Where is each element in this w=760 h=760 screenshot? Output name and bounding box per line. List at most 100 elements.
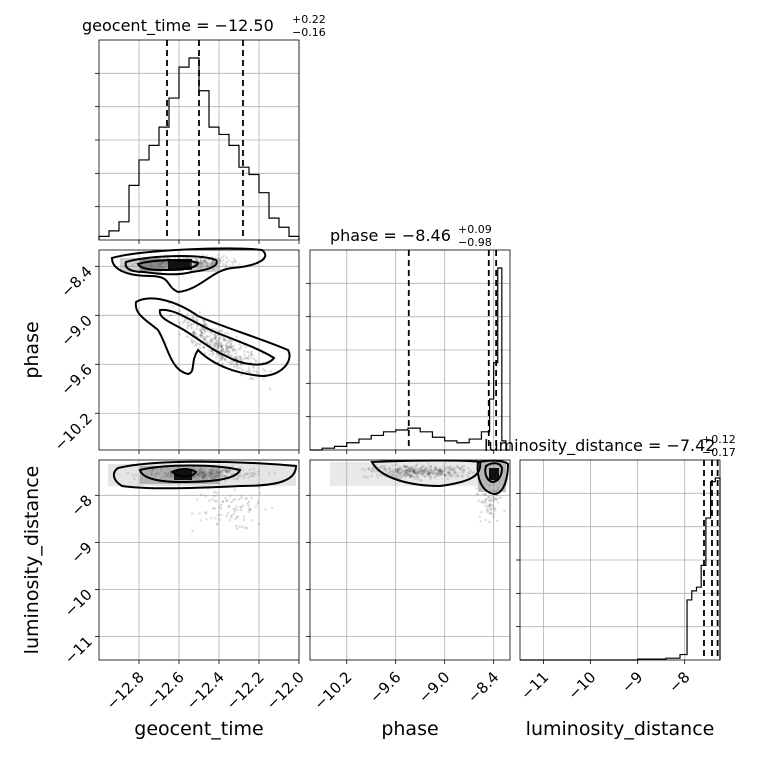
- sample-point: [412, 468, 415, 472]
- sample-point: [232, 257, 236, 261]
- sample-point: [235, 364, 239, 367]
- sample-point: [245, 472, 249, 476]
- sample-point: [190, 256, 194, 260]
- sample-point: [210, 349, 214, 353]
- sample-point: [222, 336, 225, 340]
- sample-point: [212, 342, 216, 345]
- sample-point: [209, 330, 212, 334]
- sample-point: [169, 476, 173, 480]
- sample-point: [450, 473, 454, 476]
- sample-point: [208, 353, 211, 356]
- sample-point: [409, 475, 412, 479]
- sample-point: [406, 468, 409, 472]
- sample-point: [431, 472, 435, 476]
- title-minus: −0.98: [458, 236, 492, 249]
- sample-point: [219, 261, 222, 265]
- sample-point: [470, 471, 474, 474]
- sample-point: [487, 496, 490, 499]
- sample-point: [183, 319, 187, 323]
- sample-point: [189, 324, 193, 328]
- sample-point: [213, 472, 217, 476]
- sample-point: [214, 335, 217, 339]
- sample-point: [200, 264, 203, 268]
- sample-point: [210, 343, 214, 347]
- sample-point: [480, 510, 483, 514]
- sample-point: [230, 516, 233, 519]
- sample-point: [224, 264, 228, 267]
- sample-point: [214, 333, 218, 337]
- sample-point: [195, 473, 199, 477]
- sample-point: [186, 321, 189, 324]
- sample-point: [220, 355, 224, 359]
- sample-point: [150, 471, 154, 474]
- sample-point: [220, 470, 223, 473]
- sample-point: [447, 469, 450, 472]
- sample-point: [431, 470, 435, 473]
- sample-point: [419, 473, 423, 476]
- sample-point: [214, 328, 218, 331]
- sample-point: [249, 377, 252, 381]
- sample-point: [209, 339, 212, 343]
- x-tick-label: −8.4: [464, 668, 502, 706]
- sample-point: [484, 518, 488, 522]
- sample-point: [407, 467, 411, 470]
- sample-point: [245, 356, 248, 360]
- x-tick-label: −9.6: [366, 668, 404, 706]
- density-block: [190, 262, 220, 272]
- sample-point: [418, 469, 422, 472]
- sample-point: [491, 504, 495, 507]
- sample-point: [213, 475, 216, 478]
- sample-point: [439, 467, 442, 471]
- x-tick-label: −12.0: [263, 668, 308, 713]
- sample-point: [198, 328, 201, 331]
- sample-point: [222, 474, 225, 478]
- sample-point: [147, 470, 150, 473]
- sample-point: [420, 470, 424, 473]
- sample-point: [203, 475, 207, 479]
- sample-point: [423, 471, 426, 474]
- y-tick-label: −9.0: [57, 311, 95, 349]
- contour-inner-top: [124, 255, 218, 276]
- sample-point: [185, 335, 188, 338]
- sample-point: [404, 465, 408, 469]
- sample-point: [159, 468, 163, 472]
- sample-point: [440, 469, 444, 473]
- sample-point: [395, 468, 399, 471]
- sample-point: [392, 473, 395, 477]
- sample-point: [235, 477, 239, 481]
- sample-point: [433, 466, 437, 469]
- sample-point: [199, 471, 202, 475]
- sample-point: [399, 472, 403, 475]
- sample-point: [399, 471, 402, 475]
- sample-point: [168, 473, 172, 476]
- sample-point: [201, 471, 205, 475]
- sample-point: [192, 477, 195, 481]
- sample-point: [203, 352, 207, 355]
- sample-point: [439, 469, 442, 472]
- sample-point: [169, 468, 173, 472]
- sample-point: [169, 474, 173, 478]
- sample-point: [436, 469, 439, 472]
- sample-point: [248, 468, 252, 472]
- sample-point: [371, 468, 375, 472]
- axes-frame: [309, 459, 511, 661]
- sample-point: [415, 472, 418, 476]
- sample-point: [412, 471, 415, 475]
- sample-point: [210, 471, 213, 475]
- sample-point: [489, 488, 492, 491]
- sample-point: [198, 471, 202, 475]
- xlabel-luminosity-distance: luminosity_distance: [526, 718, 715, 740]
- sample-point: [219, 343, 223, 347]
- sample-point: [202, 473, 206, 476]
- sample-point: [404, 468, 408, 471]
- sample-point: [239, 362, 242, 366]
- sample-point: [200, 261, 203, 264]
- sample-point: [246, 350, 250, 354]
- sample-point: [145, 473, 149, 476]
- contours: [370, 459, 510, 496]
- sample-point: [461, 475, 465, 478]
- sample-point: [458, 467, 462, 470]
- sample-point: [422, 469, 426, 473]
- sample-point: [221, 470, 224, 474]
- sample-point: [414, 467, 418, 471]
